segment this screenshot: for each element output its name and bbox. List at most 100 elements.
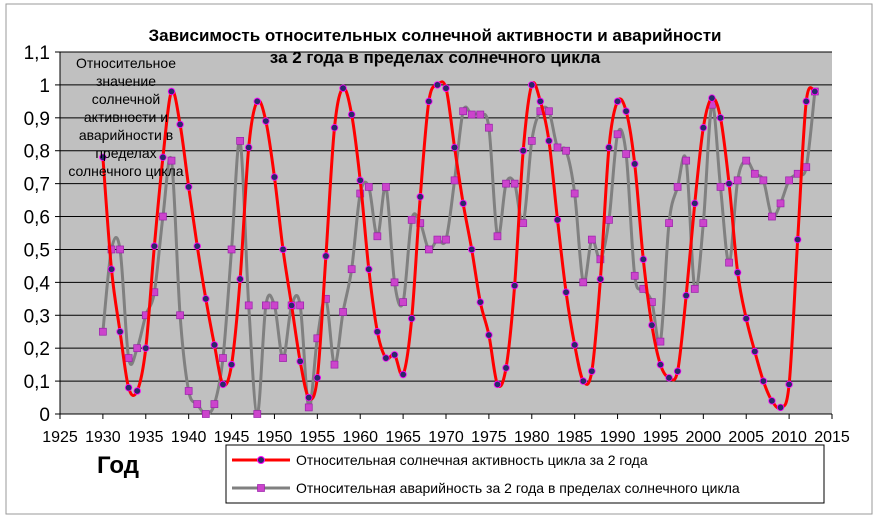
y-tick-label: 1 bbox=[39, 76, 50, 97]
legend-label-series-1: Относительная солнечная активность цикла… bbox=[296, 452, 648, 468]
data-point bbox=[99, 153, 107, 162]
data-point bbox=[399, 298, 407, 306]
x-tick-label: 1990 bbox=[600, 429, 636, 446]
data-point bbox=[776, 199, 785, 208]
data-point bbox=[536, 97, 545, 106]
data-point bbox=[287, 301, 296, 310]
data-point bbox=[330, 360, 339, 369]
data-point bbox=[399, 370, 407, 379]
data-point bbox=[699, 123, 708, 132]
data-point bbox=[424, 245, 433, 254]
data-point bbox=[356, 176, 364, 185]
y-tick-label: 0,9 bbox=[24, 109, 50, 130]
data-point bbox=[673, 367, 682, 375]
x-tick-label: 1960 bbox=[342, 429, 378, 446]
data-point bbox=[322, 252, 330, 260]
data-point bbox=[201, 410, 210, 418]
chart-title-line-1: Зависимость относительных солнечной акти… bbox=[148, 26, 721, 45]
x-tick-label: 2015 bbox=[814, 429, 850, 446]
legend-box bbox=[225, 444, 825, 504]
data-point bbox=[665, 219, 673, 227]
data-point bbox=[262, 117, 270, 125]
data-point bbox=[468, 245, 476, 254]
data-point bbox=[407, 314, 416, 323]
y-tick-label: 1,1 bbox=[24, 43, 50, 64]
data-point bbox=[802, 163, 811, 172]
data-point bbox=[665, 374, 673, 382]
data-point bbox=[330, 123, 339, 132]
data-point bbox=[759, 377, 768, 385]
data-point bbox=[485, 331, 493, 339]
data-point bbox=[442, 84, 450, 92]
data-point bbox=[622, 150, 630, 158]
data-point bbox=[279, 245, 287, 254]
y-axis-label-line: солнечного цикла bbox=[68, 163, 183, 179]
y-axis-label-line: значение bbox=[96, 73, 156, 89]
data-point bbox=[733, 268, 742, 277]
x-axis-label: Год bbox=[97, 452, 139, 479]
y-tick-label: 0,2 bbox=[24, 339, 50, 360]
data-point bbox=[622, 107, 630, 115]
data-point bbox=[502, 179, 510, 188]
data-point bbox=[407, 215, 416, 224]
data-point bbox=[682, 291, 690, 300]
data-point bbox=[493, 380, 502, 389]
legend-marker-series-2 bbox=[257, 484, 265, 492]
y-tick-label: 0,8 bbox=[24, 142, 50, 163]
data-point bbox=[579, 278, 588, 287]
data-point bbox=[785, 380, 793, 389]
y-tick-label: 0,3 bbox=[24, 306, 50, 327]
x-tick-label: 1955 bbox=[300, 429, 336, 446]
x-tick-label: 1935 bbox=[128, 429, 164, 446]
series-layer bbox=[99, 80, 819, 418]
data-point bbox=[245, 143, 253, 152]
data-point bbox=[493, 232, 502, 241]
data-point bbox=[716, 183, 725, 191]
data-point bbox=[425, 97, 433, 106]
data-point bbox=[476, 298, 485, 306]
data-point bbox=[673, 183, 682, 191]
data-point bbox=[562, 146, 570, 155]
data-point bbox=[184, 387, 193, 395]
data-point bbox=[270, 301, 279, 310]
x-tick-label: 2010 bbox=[771, 429, 807, 446]
data-point bbox=[733, 176, 742, 185]
data-point bbox=[596, 275, 605, 283]
data-point bbox=[227, 245, 236, 254]
data-point bbox=[339, 308, 347, 316]
y-tick-label: 0,7 bbox=[24, 175, 50, 196]
data-point bbox=[262, 301, 270, 310]
x-tick-label: 1975 bbox=[471, 429, 507, 446]
data-point bbox=[759, 176, 768, 185]
data-point bbox=[373, 328, 382, 336]
data-point bbox=[776, 403, 785, 412]
data-point bbox=[656, 360, 665, 369]
x-tick-label: 1985 bbox=[557, 429, 593, 446]
data-point bbox=[159, 153, 167, 162]
data-point bbox=[236, 275, 244, 283]
data-point bbox=[587, 235, 596, 244]
data-point bbox=[133, 344, 142, 353]
data-point bbox=[570, 341, 579, 349]
data-point bbox=[339, 84, 347, 92]
data-point bbox=[510, 281, 519, 290]
data-point bbox=[716, 114, 725, 122]
data-point bbox=[613, 130, 622, 139]
data-point bbox=[725, 258, 733, 267]
x-tick-label: 1950 bbox=[257, 429, 293, 446]
x-tick-label: 2005 bbox=[728, 429, 764, 446]
y-tick-label: 0 bbox=[39, 405, 50, 426]
data-point bbox=[785, 176, 793, 185]
data-point bbox=[656, 337, 665, 346]
data-point bbox=[459, 107, 468, 116]
data-point bbox=[296, 357, 304, 366]
data-point bbox=[244, 301, 253, 310]
axes: 0 0,1 0,2 0,3 0,4 0,5 0,6 0,7 0,8 0,9 1 1,1 1925 1930… bbox=[24, 43, 850, 446]
data-point bbox=[588, 367, 596, 375]
data-point bbox=[433, 81, 442, 89]
data-point bbox=[416, 219, 425, 227]
data-point bbox=[699, 219, 708, 227]
y-tick-label: 0,1 bbox=[24, 372, 50, 393]
data-point bbox=[545, 137, 553, 145]
